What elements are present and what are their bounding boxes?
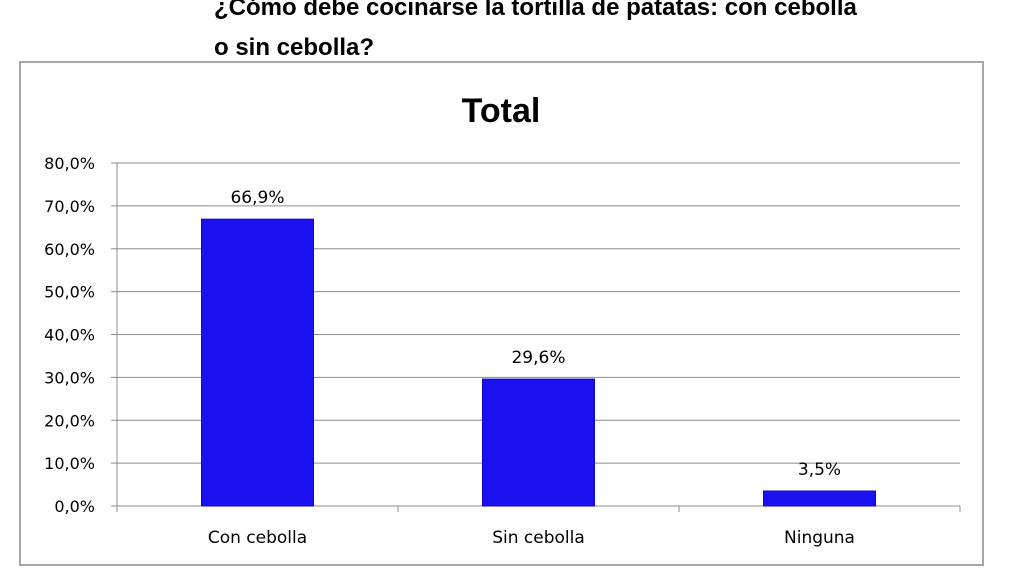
y-tick-label: 10,0% — [44, 454, 95, 473]
y-tick-label: 50,0% — [44, 283, 95, 302]
data-label: 3,5% — [798, 460, 841, 480]
data-label: 66,9% — [230, 188, 284, 208]
category-label: Ninguna — [784, 528, 855, 548]
data-label: 29,6% — [511, 348, 565, 368]
y-tick-label: 0,0% — [54, 497, 95, 516]
y-tick-label: 70,0% — [44, 197, 95, 216]
labels: 0,0% 10,0% 20,0% 30,0% 40,0% 50,0% 60,0% 70,0% 8… — [44, 154, 855, 548]
y-tick-label: 20,0% — [44, 411, 95, 430]
y-tick-label: 30,0% — [44, 368, 95, 387]
category-label: Con cebolla — [208, 528, 307, 548]
y-tick-label: 40,0% — [44, 326, 95, 345]
chart-title: Total — [462, 92, 541, 130]
bar — [764, 491, 876, 506]
y-tick-label: 60,0% — [44, 240, 95, 259]
bar — [202, 219, 314, 506]
y-tick-label: 80,0% — [44, 154, 95, 173]
category-label: Sin cebolla — [492, 528, 585, 548]
bar — [483, 379, 595, 506]
